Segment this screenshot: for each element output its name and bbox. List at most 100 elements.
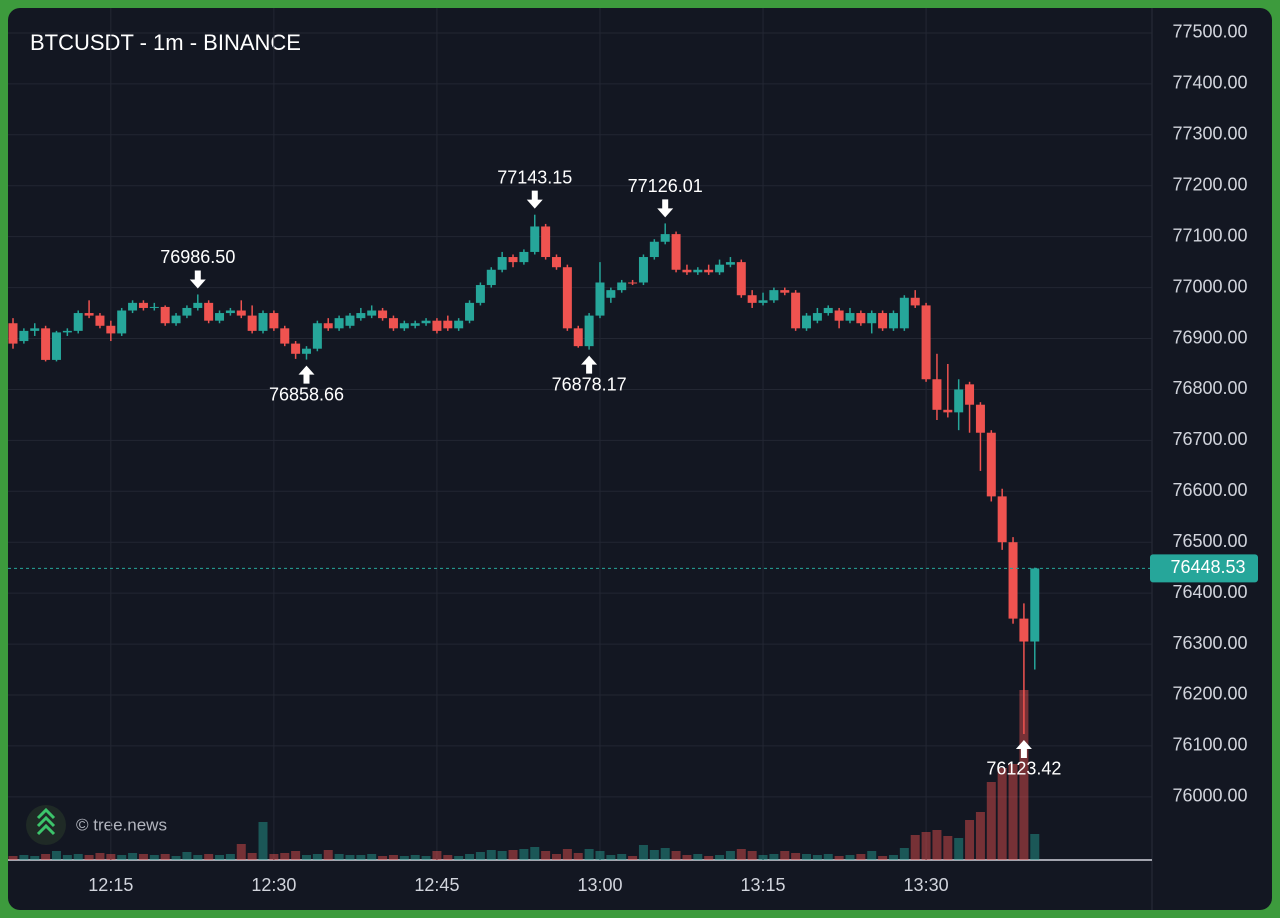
candle-body xyxy=(280,328,290,344)
y-tick-label: 76600.00 xyxy=(1172,480,1247,500)
volume-bar xyxy=(704,856,714,860)
candle-body xyxy=(258,313,268,331)
y-tick-label: 76700.00 xyxy=(1172,429,1247,449)
volume-bar xyxy=(236,844,246,860)
volume-bar xyxy=(888,855,898,860)
candle-body xyxy=(149,306,159,308)
volume-bar xyxy=(247,853,257,860)
annotation-arrow xyxy=(1015,739,1032,758)
volume-bar xyxy=(182,852,192,860)
candle-body xyxy=(845,313,855,321)
volume-bar xyxy=(443,855,453,860)
candle-body xyxy=(628,282,638,284)
candle-body xyxy=(997,496,1007,543)
candle-body xyxy=(106,325,116,334)
chart-title: BTCUSDT - 1m - BINANCE xyxy=(30,30,301,55)
volume-bar xyxy=(921,832,931,860)
candle-body xyxy=(171,315,181,324)
y-tick-label: 76500.00 xyxy=(1172,531,1247,551)
candle-body xyxy=(95,315,105,326)
annotation-arrow xyxy=(581,355,598,374)
volume-bar xyxy=(204,854,214,860)
candle-body xyxy=(236,310,246,316)
candle-body xyxy=(443,320,453,329)
panel xyxy=(8,8,1272,910)
volume-bar xyxy=(617,854,627,860)
candle-body xyxy=(519,251,529,263)
annotation-label: 76858.66 xyxy=(269,384,344,404)
candle-body xyxy=(780,290,790,293)
volume-bar xyxy=(160,854,170,860)
volume-bar xyxy=(997,768,1007,860)
candle-body xyxy=(671,234,681,270)
volume-bar xyxy=(421,856,431,860)
candle-body xyxy=(269,313,279,329)
candle-body xyxy=(399,323,409,329)
candle-body xyxy=(160,306,170,324)
candle-body xyxy=(497,257,507,270)
volume-bar xyxy=(84,855,94,860)
candle-body xyxy=(41,328,51,360)
y-tick-label: 77500.00 xyxy=(1172,22,1247,42)
candle-body xyxy=(932,379,942,410)
candle-body xyxy=(965,384,975,405)
annotation-label: 76986.50 xyxy=(160,247,235,267)
x-tick-label: 12:30 xyxy=(251,875,296,895)
candle-body xyxy=(19,330,29,342)
candle-body xyxy=(649,241,659,258)
candle-body xyxy=(747,295,757,303)
y-tick-label: 77100.00 xyxy=(1172,225,1247,245)
candle-body xyxy=(291,343,301,354)
y-tick-label: 77300.00 xyxy=(1172,124,1247,144)
volume-bar xyxy=(725,851,735,860)
y-tick-label: 76000.00 xyxy=(1172,786,1247,806)
volume-bar xyxy=(965,820,975,860)
candle-body xyxy=(943,409,953,413)
volume-bar xyxy=(334,854,344,860)
candle-body xyxy=(910,297,920,306)
candle-body xyxy=(834,310,844,321)
volume-bar xyxy=(454,856,464,860)
annotation-arrow xyxy=(298,365,315,384)
y-tick-label: 76800.00 xyxy=(1172,378,1247,398)
candle-body xyxy=(856,313,866,324)
volume-bar xyxy=(682,855,692,860)
volume-bar xyxy=(432,851,442,860)
volume-bar xyxy=(225,854,235,860)
volume-bar xyxy=(215,855,225,860)
volume-bar xyxy=(747,851,757,860)
candle-body xyxy=(323,323,333,329)
volume-bar xyxy=(584,849,594,860)
volume-bar xyxy=(323,850,333,860)
volume-bar xyxy=(312,854,322,860)
last-price-box xyxy=(1150,554,1258,583)
annotation-label: 76878.17 xyxy=(552,374,627,394)
volume-bar xyxy=(954,838,964,860)
volume-bar xyxy=(715,855,725,860)
annotation-label: 77126.01 xyxy=(628,176,703,196)
volume-bar xyxy=(508,850,518,860)
candle-body xyxy=(62,330,72,333)
x-tick-label: 13:30 xyxy=(904,875,949,895)
volume-bar xyxy=(1008,764,1018,860)
volume-bar xyxy=(867,851,877,860)
candle-body xyxy=(182,307,192,316)
candle-body xyxy=(1008,542,1018,619)
candle-body xyxy=(975,404,985,433)
candle-body xyxy=(356,313,366,319)
candle-body xyxy=(421,320,431,324)
volume-bar xyxy=(812,855,822,860)
candle-body xyxy=(215,313,225,321)
volume-bar xyxy=(149,855,159,860)
volume-bar xyxy=(345,855,355,860)
volume-bar xyxy=(975,812,985,860)
volume-bar xyxy=(856,854,866,860)
x-tick-label: 13:15 xyxy=(741,875,786,895)
candle-body xyxy=(541,226,551,258)
candle-body xyxy=(867,313,877,324)
volume-bar xyxy=(95,853,105,860)
last-price-label: 76448.53 xyxy=(1170,557,1245,577)
volume-bar xyxy=(301,855,311,860)
